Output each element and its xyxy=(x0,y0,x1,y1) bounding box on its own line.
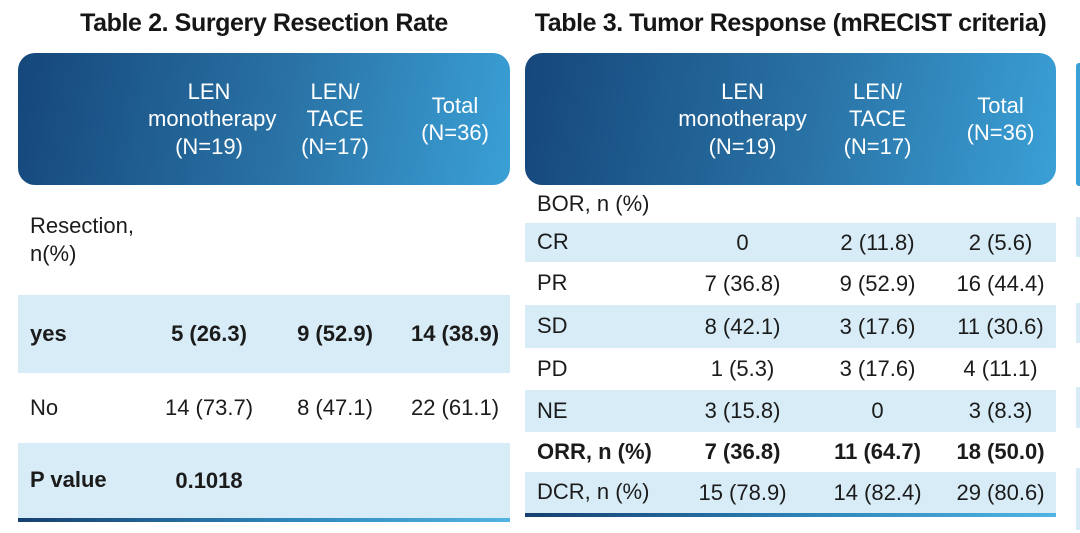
cropped-table-row-fragment xyxy=(1076,303,1080,343)
cell-value: 3 (17.6) xyxy=(839,356,916,381)
cell-value: 3 (17.6) xyxy=(839,313,916,339)
table2-title: Table 2. Surgery Resection Rate xyxy=(80,9,448,37)
cell-value: 0 xyxy=(736,229,749,255)
table-row: No 14 (73.7) 8 (47.1) 22 (61.1) xyxy=(18,373,510,443)
cell-value: 7 (36.8) xyxy=(704,270,781,296)
cell-value: 14 (82.4) xyxy=(833,479,922,505)
cell-value: 18 (50.0) xyxy=(956,439,1045,464)
cell-value: 9 (52.9) xyxy=(839,270,916,296)
cropped-table-row-fragment xyxy=(1076,217,1080,257)
tumor-response-table: Table 3. Tumor Response (mRECIST criteri… xyxy=(525,0,1056,533)
table-row: DCR, n (%) 15 (78.9) 14 (82.4) 29 (80.6) xyxy=(525,472,1056,513)
cell-value: 22 (61.1) xyxy=(410,395,500,420)
row-label: P value xyxy=(30,467,107,493)
row-label: DCR, n (%) xyxy=(537,479,650,505)
table3-title: Table 3. Tumor Response (mRECIST criteri… xyxy=(534,9,1047,37)
table3-bottom-border xyxy=(525,513,1056,517)
row-label: ORR, n (%) xyxy=(537,438,652,464)
row-label: NE xyxy=(537,397,568,423)
cell-value: 8 (47.1) xyxy=(297,395,373,420)
row-label: CR xyxy=(537,229,569,255)
table-row: NE 3 (15.8) 0 3 (8.3) xyxy=(525,390,1056,432)
table3-header-total: Total (N=36) xyxy=(966,92,1035,146)
cell-value: 8 (42.1) xyxy=(704,313,781,339)
cell-value: 11 (30.6) xyxy=(957,313,1044,339)
row-label: SD xyxy=(537,313,568,339)
cell-value: 14 (38.9) xyxy=(410,321,500,346)
cell-value: 11 (64.7) xyxy=(834,439,921,464)
surgery-resection-table: Table 2. Surgery Resection Rate LEN mono… xyxy=(18,0,510,533)
table-row: CR 0 2 (11.8) 2 (5.6) xyxy=(525,223,1056,262)
row-label: Resection, n(%) xyxy=(30,212,134,266)
cell-value: 1 (5.3) xyxy=(710,356,775,381)
row-label: PD xyxy=(537,355,568,381)
table2-header-len-monotherapy: LEN monotherapy (N=19) xyxy=(148,78,277,159)
cell-value: 7 (36.8) xyxy=(704,439,781,464)
cell-value: 2 (11.8) xyxy=(840,229,915,255)
table3-body: BOR, n (%) CR 0 2 (11.8) 2 (5.6) PR 7 (3… xyxy=(525,185,1056,513)
cell-value: 9 (52.9) xyxy=(297,321,373,346)
table3-header-len-monotherapy: LEN monotherapy (N=19) xyxy=(678,78,807,159)
table-row: Resection, n(%) xyxy=(18,185,510,295)
row-label: No xyxy=(30,394,59,420)
cropped-table-row-fragment xyxy=(1076,468,1080,530)
cell-value: 3 (8.3) xyxy=(968,398,1033,423)
table-row: P value 0.1018 xyxy=(18,443,510,518)
cell-value: 3 (15.8) xyxy=(704,398,781,423)
table-row: ORR, n (%) 7 (36.8) 11 (64.7) 18 (50.0) xyxy=(525,432,1056,472)
table2-header-row: LEN monotherapy (N=19) LEN/ TACE (N=17) … xyxy=(18,53,510,185)
table3-header-len-tace: LEN/ TACE (N=17) xyxy=(843,78,912,159)
table3-header-row: LEN monotherapy (N=19) LEN/ TACE (N=17) … xyxy=(525,53,1056,185)
row-label: PR xyxy=(537,270,568,296)
cell-value: 0.1018 xyxy=(175,467,243,493)
table-row: PD 1 (5.3) 3 (17.6) 4 (11.1) xyxy=(525,348,1056,390)
cell-value: 16 (44.4) xyxy=(956,270,1045,296)
cell-value: 5 (26.3) xyxy=(171,321,247,346)
row-label: BOR, n (%) xyxy=(537,190,650,216)
table-row: BOR, n (%) xyxy=(525,185,1056,223)
table2-header-total: Total (N=36) xyxy=(421,92,489,146)
cell-value: 4 (11.1) xyxy=(963,356,1038,381)
cell-value: 29 (80.6) xyxy=(956,479,1045,505)
table-row: yes 5 (26.3) 9 (52.9) 14 (38.9) xyxy=(18,295,510,373)
cell-value: 2 (5.6) xyxy=(968,229,1033,255)
row-label: yes xyxy=(30,320,67,346)
cell-value: 0 xyxy=(871,398,884,423)
table2-bottom-border xyxy=(18,518,510,522)
table-row: PR 7 (36.8) 9 (52.9) 16 (44.4) xyxy=(525,262,1056,305)
table2-header-len-tace: LEN/ TACE (N=17) xyxy=(301,78,369,159)
cropped-table-row-fragment xyxy=(1076,387,1080,428)
cropped-table-header-fragment xyxy=(1076,63,1080,186)
table2-body: Resection, n(%) yes 5 (26.3) 9 (52.9) 14… xyxy=(18,185,510,518)
cell-value: 14 (73.7) xyxy=(164,395,254,420)
table-row: SD 8 (42.1) 3 (17.6) 11 (30.6) xyxy=(525,305,1056,348)
cell-value: 15 (78.9) xyxy=(698,479,787,505)
